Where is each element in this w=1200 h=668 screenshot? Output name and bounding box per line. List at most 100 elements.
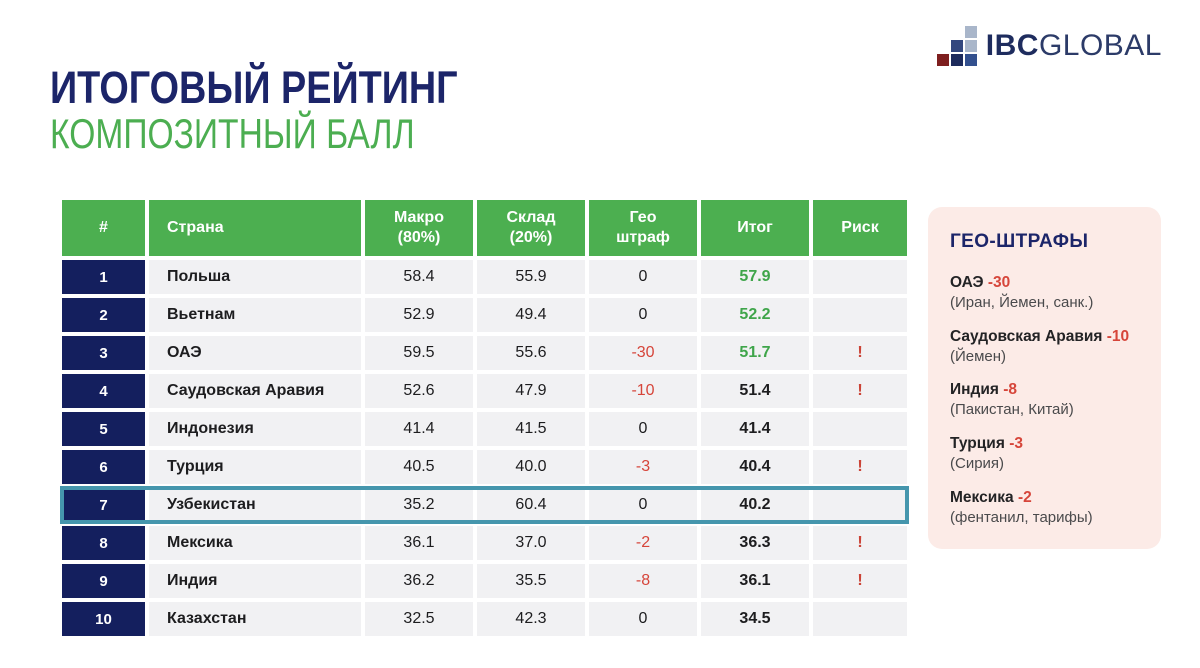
header-cell-geo-penalty: Гео штраф [589, 200, 697, 256]
penalty-value: -2 [1017, 488, 1032, 506]
penalty-note: (Иран, Йемен, санк.) [950, 294, 1094, 312]
ibc-global-logo: IBC GLOBAL [936, 26, 1162, 66]
penalty-country: Мексика [950, 488, 1014, 506]
total-cell: 41.4 [701, 412, 809, 446]
geo-penalty-cell: -3 [589, 450, 697, 484]
country-cell: Казахстан [149, 602, 361, 636]
header-cell-rank: # [62, 200, 145, 256]
warehouse-cell: 55.6 [477, 336, 585, 370]
penalty-item: Мексика -2 (фентанил, тарифы) [950, 488, 1139, 528]
rank-cell: 10 [62, 602, 145, 636]
macro-cell: 58.4 [365, 260, 473, 294]
table-row-highlighted: 7 Узбекистан 35.2 60.4 0 40.2 [60, 486, 909, 524]
rank-cell: 8 [62, 526, 145, 560]
geo-penalty-cell: 0 [589, 260, 697, 294]
penalty-country: ОАЭ [950, 274, 984, 291]
macro-cell: 32.5 [365, 602, 473, 636]
risk-cell: ! [813, 336, 907, 370]
logo-text-bold: IBC [985, 29, 1039, 62]
risk-cell [813, 412, 907, 446]
total-cell: 36.3 [701, 526, 809, 560]
total-cell: 57.9 [701, 260, 809, 294]
table-row: 6 Турция 40.5 40.0 -3 40.4 ! [62, 450, 907, 484]
warehouse-cell: 47.9 [477, 374, 585, 408]
penalty-item: Турция -3 (Сирия) [950, 434, 1139, 474]
risk-cell: ! [813, 564, 907, 598]
table-row: 8 Мексика 36.1 37.0 -2 36.3 ! [62, 526, 907, 560]
header-cell-total: Итог [701, 200, 809, 256]
risk-cell [813, 488, 907, 522]
penalty-value: -30 [987, 274, 1011, 291]
penalty-value: -3 [1009, 434, 1023, 452]
geo-penalties-panel: ГЕО-ШТРАФЫ ОАЭ -30 (Иран, Йемен, санк.) … [928, 207, 1161, 550]
macro-cell: 52.9 [365, 298, 473, 332]
rank-cell: 9 [62, 564, 145, 598]
geo-penalty-cell: -30 [589, 336, 697, 370]
penalty-note: (Пакистан, Китай) [950, 401, 1074, 419]
total-cell: 40.2 [701, 488, 809, 522]
geo-penalty-cell: 0 [589, 488, 697, 522]
penalty-item: Саудовская Аравия -10 (Йемен) [950, 327, 1139, 367]
macro-cell: 41.4 [365, 412, 473, 446]
logo-text: IBC GLOBAL [986, 29, 1162, 63]
country-cell: ОАЭ [149, 336, 361, 370]
rank-cell: 6 [62, 450, 145, 484]
geo-penalty-cell: -10 [589, 374, 697, 408]
geo-penalty-cell: 0 [589, 602, 697, 636]
page-subtitle: КОМПОЗИТНЫЙ БАЛЛ [50, 110, 415, 157]
country-cell: Мексика [149, 526, 361, 560]
total-cell: 34.5 [701, 602, 809, 636]
geo-panel-title: ГЕО-ШТРАФЫ [950, 231, 1089, 252]
warehouse-cell: 35.5 [477, 564, 585, 598]
warehouse-cell: 40.0 [477, 450, 585, 484]
risk-cell: ! [813, 526, 907, 560]
table-row: 10 Казахстан 32.5 42.3 0 34.5 [62, 602, 907, 636]
macro-cell: 35.2 [365, 488, 473, 522]
header-cell-risk: Риск [813, 200, 907, 256]
risk-cell [813, 298, 907, 332]
geo-penalty-cell: 0 [589, 298, 697, 332]
warehouse-cell: 42.3 [477, 602, 585, 636]
penalty-note: (Сирия) [950, 455, 1005, 473]
risk-cell [813, 260, 907, 294]
country-cell: Турция [149, 450, 361, 484]
country-cell: Индия [149, 564, 361, 598]
macro-cell: 52.6 [365, 374, 473, 408]
penalty-item: ОАЭ -30 (Иран, Йемен, санк.) [950, 273, 1139, 313]
rank-cell: 3 [62, 336, 145, 370]
risk-cell [813, 602, 907, 636]
country-cell: Индонезия [149, 412, 361, 446]
total-cell: 36.1 [701, 564, 809, 598]
rank-cell: 2 [62, 298, 145, 332]
penalty-value: -10 [1106, 327, 1130, 345]
table-row: 3 ОАЭ 59.5 55.6 -30 51.7 ! [62, 336, 907, 370]
table-row: 5 Индонезия 41.4 41.5 0 41.4 [62, 412, 907, 446]
macro-cell: 36.1 [365, 526, 473, 560]
table-row: 9 Индия 36.2 35.5 -8 36.1 ! [62, 564, 907, 598]
warehouse-cell: 60.4 [477, 488, 585, 522]
geo-penalty-cell: 0 [589, 412, 697, 446]
total-cell: 51.4 [701, 374, 809, 408]
rank-cell: 4 [62, 374, 145, 408]
rank-cell: 7 [62, 488, 145, 522]
table-row: 2 Вьетнам 52.9 49.4 0 52.2 [62, 298, 907, 332]
penalty-country: Турция [950, 434, 1005, 452]
table-row: 4 Саудовская Аравия 52.6 47.9 -10 51.4 ! [62, 374, 907, 408]
rank-cell: 5 [62, 412, 145, 446]
logo-text-light: GLOBAL [1038, 29, 1162, 62]
macro-cell: 40.5 [365, 450, 473, 484]
penalty-country: Индия [950, 381, 999, 399]
warehouse-cell: 49.4 [477, 298, 585, 332]
country-cell: Саудовская Аравия [149, 374, 361, 408]
geo-penalty-cell: -2 [589, 526, 697, 560]
header-cell-warehouse: Склад (20%) [477, 200, 585, 256]
total-cell: 40.4 [701, 450, 809, 484]
warehouse-cell: 55.9 [477, 260, 585, 294]
header-cell-macro: Макро (80%) [365, 200, 473, 256]
penalty-note: (Йемен) [950, 347, 1007, 365]
warehouse-cell: 37.0 [477, 526, 585, 560]
macro-cell: 59.5 [365, 336, 473, 370]
rating-table: # Страна Макро (80%) Склад (20%) Гео штр… [60, 200, 909, 636]
country-cell: Вьетнам [149, 298, 361, 332]
